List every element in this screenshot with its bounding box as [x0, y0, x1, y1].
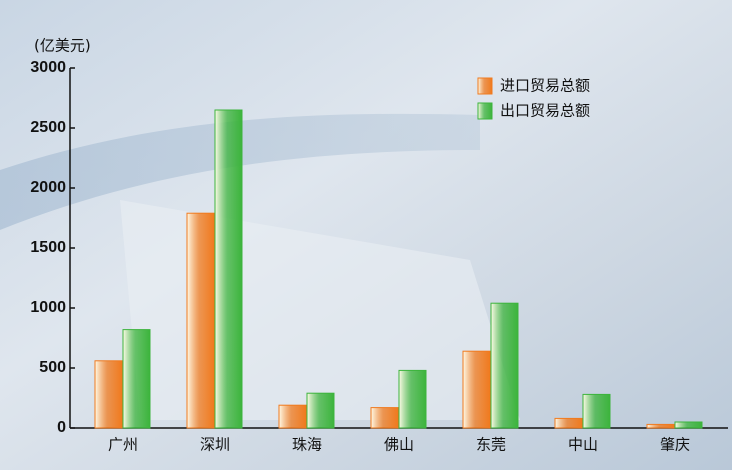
x-tick-label: 珠海 [292, 436, 322, 454]
y-tick-label: 3000 [30, 59, 66, 76]
bar [674, 421, 703, 429]
legend-swatch [477, 102, 493, 120]
bar [306, 392, 335, 429]
bar [582, 393, 611, 429]
x-tick-label: 东莞 [476, 436, 506, 454]
bar [490, 302, 519, 429]
legend-label: 出口贸易总额 [500, 102, 590, 120]
x-tick-label: 佛山 [384, 436, 414, 454]
x-tick-label: 中山 [568, 436, 598, 454]
bar [214, 109, 243, 429]
bar [186, 212, 215, 429]
background-water [0, 113, 480, 230]
x-tick-label: 广州 [108, 436, 138, 454]
bar [398, 369, 427, 429]
y-tick-label: 2000 [30, 179, 66, 196]
y-tick-label: 0 [57, 419, 66, 436]
bar [94, 360, 123, 429]
y-tick-label: 2500 [30, 119, 66, 136]
y-tick-label: 1000 [30, 299, 66, 316]
y-tick-label: 500 [39, 359, 66, 376]
unit-label: (亿美元) [34, 37, 91, 55]
bar [554, 417, 583, 429]
y-tick-label: 1500 [30, 239, 66, 256]
x-tick-label: 肇庆 [660, 436, 690, 454]
bar [370, 407, 399, 429]
bar [278, 404, 307, 429]
bar [646, 423, 675, 429]
x-tick-label: 深圳 [200, 436, 230, 454]
legend-swatch [477, 77, 493, 95]
bar [122, 329, 151, 429]
bar [462, 350, 491, 429]
legend-label: 进口贸易总额 [500, 77, 590, 95]
